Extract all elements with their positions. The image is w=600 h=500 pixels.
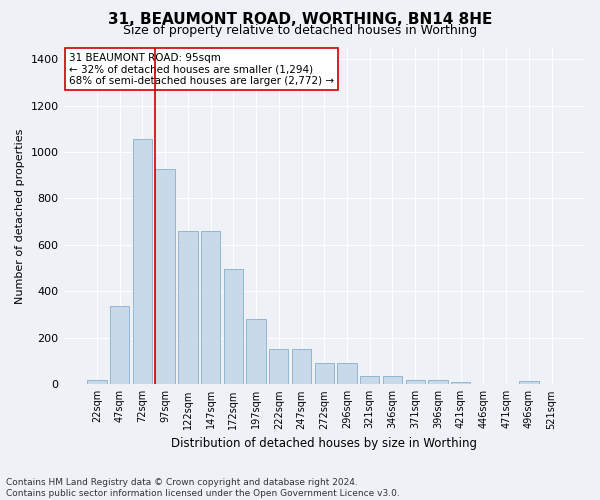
Bar — [224, 270, 243, 384]
Bar — [451, 382, 470, 384]
Bar — [360, 376, 379, 384]
Bar — [201, 231, 220, 384]
Bar — [178, 231, 197, 384]
Bar — [269, 350, 289, 384]
Text: 31 BEAUMONT ROAD: 95sqm
← 32% of detached houses are smaller (1,294)
68% of semi: 31 BEAUMONT ROAD: 95sqm ← 32% of detache… — [69, 52, 334, 86]
Y-axis label: Number of detached properties: Number of detached properties — [15, 128, 25, 304]
Bar — [337, 364, 356, 384]
Text: 31, BEAUMONT ROAD, WORTHING, BN14 8HE: 31, BEAUMONT ROAD, WORTHING, BN14 8HE — [108, 12, 492, 28]
X-axis label: Distribution of detached houses by size in Worthing: Distribution of detached houses by size … — [171, 437, 477, 450]
Bar — [519, 382, 539, 384]
Bar — [428, 380, 448, 384]
Bar — [133, 140, 152, 384]
Bar — [383, 376, 402, 384]
Bar — [87, 380, 107, 384]
Bar — [406, 380, 425, 384]
Text: Contains HM Land Registry data © Crown copyright and database right 2024.
Contai: Contains HM Land Registry data © Crown c… — [6, 478, 400, 498]
Bar — [292, 350, 311, 384]
Bar — [247, 320, 266, 384]
Text: Size of property relative to detached houses in Worthing: Size of property relative to detached ho… — [123, 24, 477, 37]
Bar — [110, 306, 130, 384]
Bar — [155, 170, 175, 384]
Bar — [314, 364, 334, 384]
